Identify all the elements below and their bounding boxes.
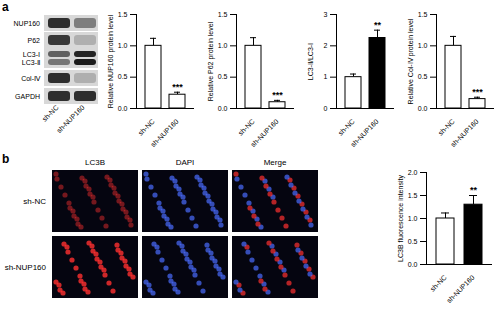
- svg-text:sh-NC: sh-NC: [437, 118, 456, 137]
- svg-text:0.0: 0.0: [418, 105, 428, 112]
- svg-text:Merge: Merge: [264, 158, 287, 167]
- html-text:a: a: [2, 0, 9, 14]
- svg-text:sh-NC: sh-NC: [137, 118, 156, 137]
- svg-text:**: **: [374, 20, 382, 30]
- svg-text:0.0: 0.0: [218, 105, 228, 112]
- svg-text:1.5: 1.5: [418, 11, 428, 18]
- svg-text:3: 3: [324, 11, 328, 18]
- svg-text:sh-NUP160: sh-NUP160: [55, 104, 86, 135]
- svg-text:Relative NUP160 protein level: Relative NUP160 protein level: [107, 14, 115, 108]
- svg-text:LC3-Ⅱ/LC3-Ⅰ: LC3-Ⅱ/LC3-Ⅰ: [307, 43, 314, 80]
- svg-text:0.0: 0.0: [118, 105, 128, 112]
- svg-text:sh-NUP160: sh-NUP160: [249, 118, 280, 149]
- svg-text:1.5: 1.5: [218, 11, 228, 18]
- svg-text:1.0: 1.0: [408, 215, 418, 222]
- svg-text:**: **: [470, 185, 478, 195]
- svg-text:Relative P62 protein level: Relative P62 protein level: [207, 21, 215, 101]
- svg-text:sh-NUP160: sh-NUP160: [449, 118, 480, 149]
- svg-text:sh-NC: sh-NC: [429, 274, 448, 293]
- svg-text:***: ***: [272, 90, 283, 100]
- svg-text:1.5: 1.5: [118, 11, 128, 18]
- svg-text:sh-NC: sh-NC: [237, 118, 256, 137]
- svg-text:0: 0: [324, 105, 328, 112]
- svg-text:***: ***: [472, 87, 483, 97]
- svg-text:NUP160: NUP160: [14, 20, 41, 27]
- svg-text:sh-NC: sh-NC: [23, 197, 46, 206]
- svg-text:0.5: 0.5: [408, 238, 418, 245]
- svg-text:sh-NUP160: sh-NUP160: [349, 118, 380, 149]
- svg-text:Relative Col-Ⅳ protein level: Relative Col-Ⅳ protein level: [407, 18, 415, 104]
- svg-text:GAPDH: GAPDH: [15, 93, 40, 100]
- svg-text:sh-NUP160: sh-NUP160: [149, 118, 180, 149]
- svg-text:DAPI: DAPI: [176, 158, 195, 167]
- svg-text:sh-NC: sh-NC: [41, 104, 60, 123]
- svg-text:sh-NUP160: sh-NUP160: [5, 263, 47, 272]
- svg-text:LC3B: LC3B: [85, 158, 105, 167]
- svg-text:sh-NC: sh-NC: [337, 118, 356, 137]
- svg-text:2.0: 2.0: [408, 169, 418, 176]
- svg-text:0.5: 0.5: [218, 73, 228, 80]
- svg-text:LC3-Ⅱ: LC3-Ⅱ: [22, 59, 40, 66]
- svg-text:0.5: 0.5: [118, 73, 128, 80]
- svg-text:sh-NUP160: sh-NUP160: [445, 274, 476, 305]
- html-text:b: b: [2, 152, 10, 166]
- svg-text:1.0: 1.0: [418, 42, 428, 49]
- svg-text:LC3-Ⅰ: LC3-Ⅰ: [23, 51, 40, 58]
- svg-text:1.0: 1.0: [218, 42, 228, 49]
- svg-text:2: 2: [324, 42, 328, 49]
- svg-text:Col-Ⅳ: Col-Ⅳ: [21, 75, 41, 82]
- svg-text:LC3B fluorescence intensity: LC3B fluorescence intensity: [397, 175, 405, 262]
- svg-text:0.5: 0.5: [418, 73, 428, 80]
- svg-text:***: ***: [172, 82, 183, 92]
- svg-text:1.5: 1.5: [408, 192, 418, 199]
- svg-text:0.0: 0.0: [408, 261, 418, 268]
- svg-text:1: 1: [324, 73, 328, 80]
- svg-text:P62: P62: [28, 37, 41, 44]
- svg-text:1.0: 1.0: [118, 42, 128, 49]
